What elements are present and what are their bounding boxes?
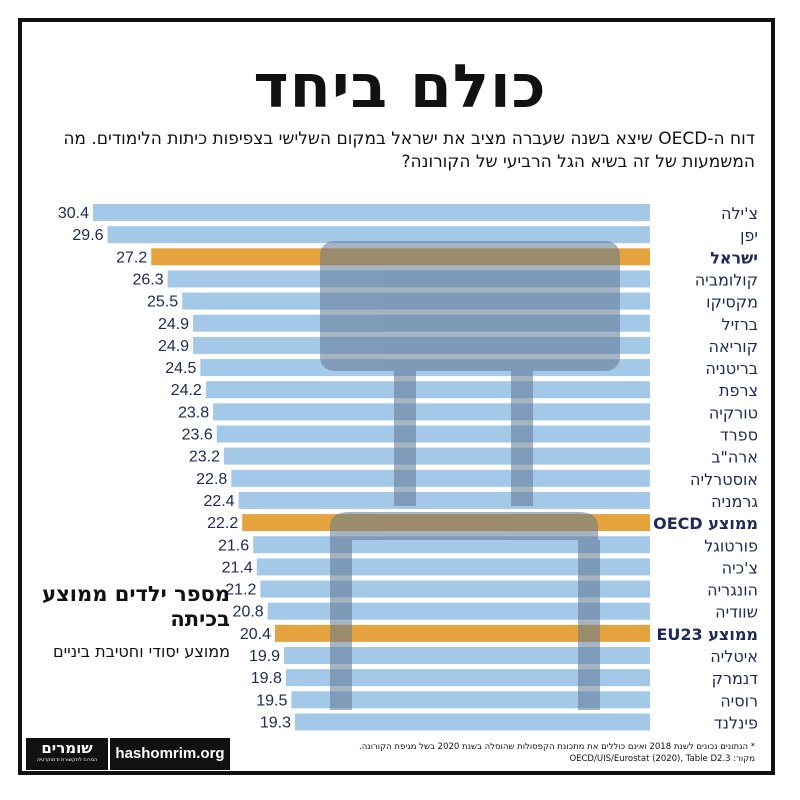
bar-highlight	[274, 624, 650, 642]
category-label: מקסיקו	[706, 293, 758, 312]
category-label: ממוצע EU23	[656, 625, 758, 644]
value-label: 19.3	[260, 714, 291, 731]
category-label: יפן	[740, 226, 758, 245]
value-label: 24.9	[158, 338, 189, 355]
value-label: 21.4	[222, 559, 253, 576]
value-label: 25.5	[147, 294, 178, 311]
source-note: מקור: OECD/UIS/Eurostat (2020), Table D2…	[569, 754, 755, 764]
category-label: רוסיה	[720, 691, 758, 710]
value-label: 19.5	[256, 692, 287, 709]
category-label: ספרד	[720, 426, 758, 445]
bar	[284, 647, 650, 664]
value-label: 30.4	[58, 205, 89, 222]
category-label: קוריאה	[709, 337, 758, 356]
bar	[253, 536, 650, 554]
bar	[216, 425, 650, 443]
category-label: איטליה	[710, 647, 758, 666]
value-label: 20.8	[233, 604, 264, 621]
category-label: גרמניה	[711, 492, 758, 511]
bar	[256, 558, 650, 576]
chart-side-subtitle: ממוצע יסודי וחטיבת ביניים	[52, 642, 230, 661]
category-label: טורקיה	[709, 403, 758, 422]
desk-icon	[320, 241, 620, 506]
category-label: אוסטרליה	[690, 470, 758, 489]
bar	[205, 381, 650, 399]
category-label: שוודיה	[715, 603, 758, 622]
category-label: צ'כיה	[722, 558, 758, 577]
value-label: 22.2	[207, 515, 238, 532]
category-label: הונגריה	[707, 581, 758, 600]
category-label: צרפת	[719, 381, 758, 400]
poster-frame	[18, 18, 775, 775]
value-label: 23.2	[189, 449, 220, 466]
category-label: ארה"ב	[711, 448, 758, 467]
value-label: 19.8	[251, 670, 282, 687]
brand-logo: שומרים המרכז לתקשורת ודמוקרטיה	[26, 738, 108, 770]
category-label: ישראל	[710, 248, 758, 267]
logo-name: שומרים	[41, 739, 93, 757]
bar	[260, 580, 650, 598]
labels-layer: 30.4 צ'ילה 29.6 יפן 27.2 ישראל 26.3 קולומביה 25.…	[58, 204, 759, 732]
value-label: 24.9	[158, 316, 189, 333]
category-label: בריטניה	[705, 359, 758, 378]
logo-tagline: המרכז לתקשורת ודמוקרטיה	[36, 757, 98, 763]
category-label: פורטוגל	[704, 536, 758, 555]
value-label: 21.6	[218, 537, 249, 554]
page-title: כולם ביחד	[253, 52, 547, 122]
bar	[285, 669, 650, 687]
category-label: ברזיל	[722, 315, 759, 334]
value-label: 22.4	[203, 493, 234, 510]
bar	[291, 691, 650, 709]
bar	[295, 713, 650, 731]
bar	[107, 226, 651, 244]
footnote-block: * הנתונים נכונים לשנת 2018 ואינם כוללים …	[275, 741, 755, 765]
value-label: 24.5	[165, 360, 196, 377]
desk-chair-illustration	[320, 241, 620, 710]
value-label: 20.4	[240, 626, 271, 643]
bar	[231, 469, 650, 487]
bar	[238, 491, 651, 509]
value-label: 21.2	[225, 582, 256, 599]
value-label: 27.2	[116, 249, 147, 266]
value-label: 22.8	[196, 471, 227, 488]
bar	[224, 447, 650, 465]
category-label: קולומביה	[695, 270, 758, 289]
page-subtitle: דוח ה-OECD שיצא בשנה שעברה מציב את ישראל…	[63, 129, 755, 172]
website-link[interactable]: hashomrim.org	[110, 738, 230, 770]
bar	[93, 204, 650, 221]
value-label: 19.9	[249, 648, 280, 665]
value-label: 23.6	[182, 427, 213, 444]
chair-icon	[330, 512, 600, 710]
category-label: פינלנד	[714, 713, 758, 732]
chart-side-title: מספר ילדים ממוצע בכיתה	[42, 582, 230, 631]
footnote: * הנתונים נכונים לשנת 2018 ואינם כוללים …	[359, 742, 755, 752]
value-label: 29.6	[72, 227, 103, 244]
bar	[213, 403, 651, 421]
bar	[267, 602, 650, 620]
value-label: 24.2	[171, 382, 202, 399]
value-label: 23.8	[178, 404, 209, 421]
category-label: צ'ילה	[721, 204, 758, 223]
category-label: ממוצע OECD	[653, 514, 758, 533]
value-label: 26.3	[132, 271, 163, 288]
category-label: דנמרק	[712, 669, 759, 688]
